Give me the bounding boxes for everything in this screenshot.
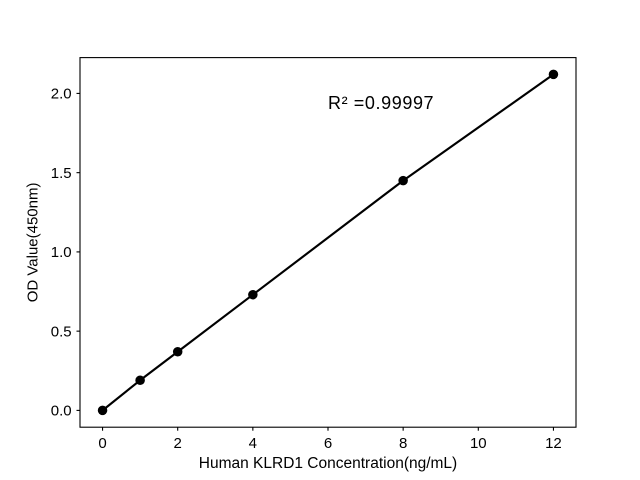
svg-text:10: 10 [470,435,487,452]
svg-text:8: 8 [399,435,407,452]
svg-text:0.5: 0.5 [51,323,72,340]
svg-text:0: 0 [98,435,106,452]
svg-text:12: 12 [545,435,562,452]
svg-text:0.0: 0.0 [51,403,72,420]
svg-text:1.5: 1.5 [51,165,72,182]
svg-text:6: 6 [324,435,332,452]
svg-text:2: 2 [174,435,182,452]
svg-text:Human KLRD1 Concentration(ng/m: Human KLRD1 Concentration(ng/mL) [199,455,457,472]
svg-text:2.0: 2.0 [51,86,72,103]
svg-text:4: 4 [249,435,257,452]
svg-text:1.0: 1.0 [51,244,72,261]
svg-text:OD Value(450nm): OD Value(450nm) [25,183,42,303]
svg-text:R² =0.99997: R² =0.99997 [328,93,434,113]
